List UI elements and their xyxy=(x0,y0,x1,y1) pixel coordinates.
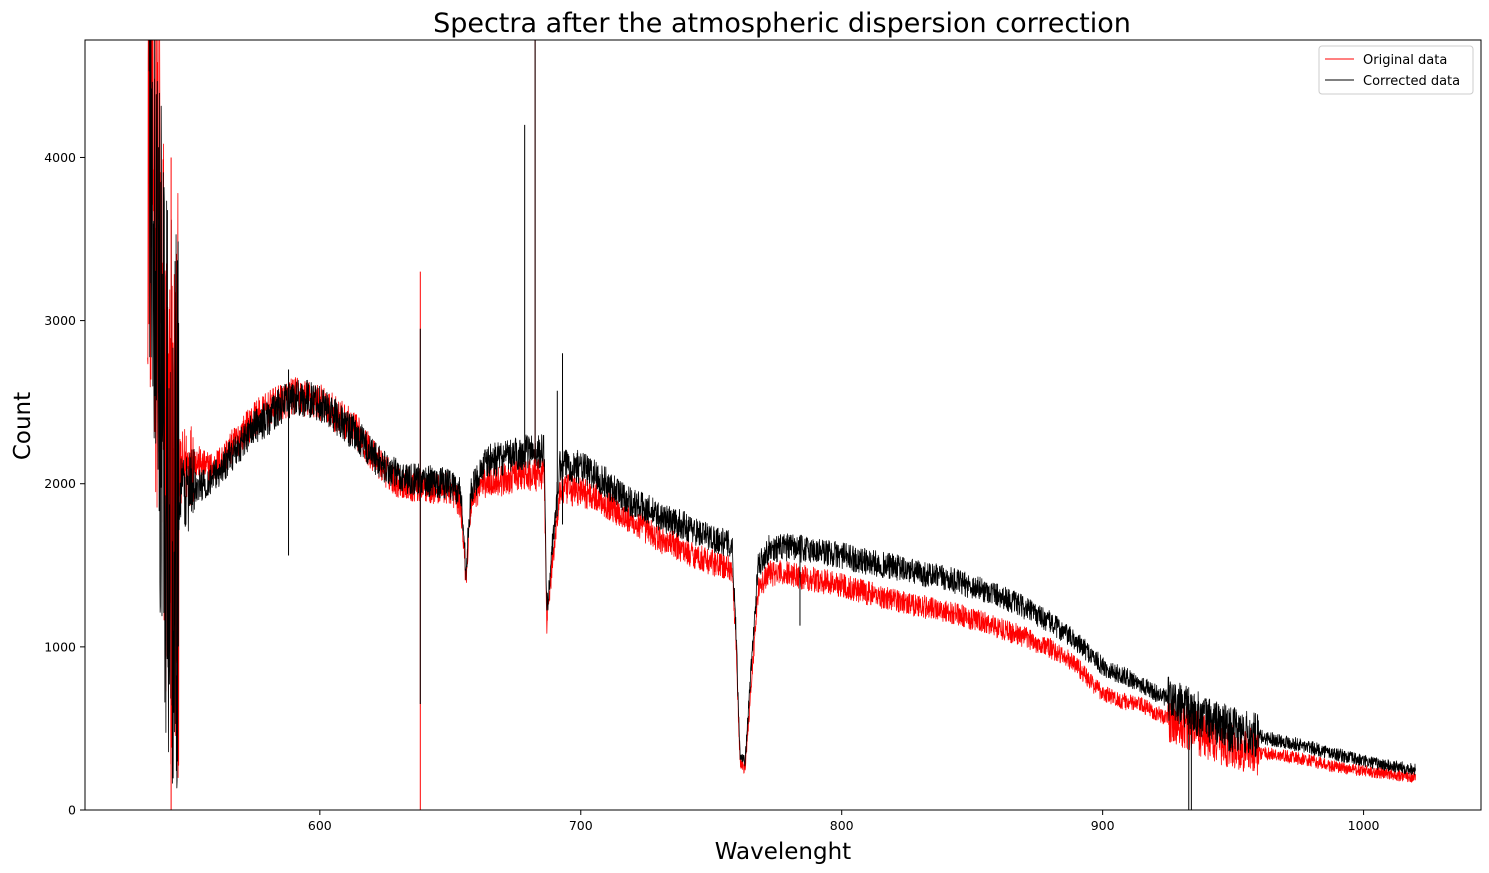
legend-label-corrected: Corrected data xyxy=(1363,74,1460,89)
y-tick-label: 4000 xyxy=(44,150,76,165)
series-original-data xyxy=(147,40,1416,783)
series-line xyxy=(147,40,1416,783)
y-tick-label: 3000 xyxy=(44,313,76,328)
y-tick-label: 2000 xyxy=(44,476,76,491)
x-tick-label: 1000 xyxy=(1348,818,1380,833)
chart-title: Spectra after the atmospheric dispersion… xyxy=(433,8,1131,39)
series-line xyxy=(148,40,1416,789)
x-tick-label: 600 xyxy=(308,818,332,833)
y-axis-title: Count xyxy=(10,392,36,460)
x-tick-label: 700 xyxy=(569,818,593,833)
x-tick-label: 800 xyxy=(830,818,854,833)
legend-label-original: Original data xyxy=(1363,53,1447,68)
x-axis-title: Wavelenght xyxy=(715,839,851,865)
plot-area xyxy=(147,40,1416,810)
legend-box xyxy=(1318,45,1474,95)
y-tick-label: 1000 xyxy=(44,639,76,654)
x-tick-label: 900 xyxy=(1091,818,1115,833)
legend: Original data Corrected data xyxy=(1318,45,1474,95)
y-tick-label: 0 xyxy=(68,803,76,818)
x-axis: 600 700 800 900 1000 xyxy=(308,810,1380,833)
series-corrected-data xyxy=(148,40,1416,789)
y-axis: 0 1000 2000 3000 4000 xyxy=(44,150,85,818)
plot-frame xyxy=(84,39,1482,811)
